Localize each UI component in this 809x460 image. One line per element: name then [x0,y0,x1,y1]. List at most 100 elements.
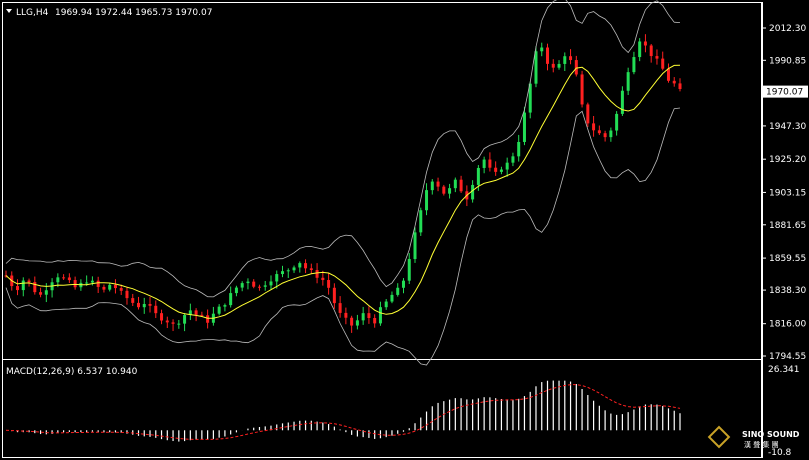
bear-candle [33,282,37,293]
bear-candle [62,277,66,279]
bear-candle [436,181,440,187]
bull-candle [517,141,521,157]
bear-candle [131,298,135,303]
bull-candle [217,306,221,314]
bear-candle [125,290,129,299]
ohlc-readout: 1969.94 1972.44 1965.73 1970.07 [55,8,212,18]
bull-candle [85,282,89,284]
bear-candle [672,80,676,84]
bear-candle [73,280,77,288]
bull-candle [557,63,561,68]
bear-candle [586,104,590,124]
bear-candle [16,286,20,291]
bear-candle [315,270,319,278]
bear-candle [165,320,169,323]
bull-candle [286,270,290,272]
macd-axis-top: 26.341 [768,365,800,375]
bull-candle [183,315,187,324]
price-tick-label: 1859.55 [769,254,806,264]
macd-axis-bottom: -10.8 [768,448,792,458]
bull-candle [240,283,244,288]
price-tick-label: 1947.30 [769,122,806,132]
bull-candle [626,72,630,91]
bear-candle [546,47,550,64]
bollinger-upper-line [5,0,681,298]
bear-candle [350,317,354,326]
bull-candle [401,280,405,288]
bull-candle [263,285,267,287]
bear-candle [649,45,653,57]
bull-candle [528,83,532,113]
current-price-label: 1970.07 [766,88,803,98]
bull-candle [246,281,250,284]
bull-candle [534,51,538,84]
bear-candle [102,286,106,290]
bear-candle [488,159,492,168]
bull-candle [229,293,233,306]
bull-candle [453,179,457,189]
bear-candle [321,277,325,281]
bull-candle [223,305,227,307]
price-pane [4,0,682,366]
bear-candle [459,179,463,192]
bear-candle [171,322,175,324]
bear-candle [257,286,261,288]
bull-candle [292,267,296,271]
bull-candle [413,232,417,260]
bear-candle [194,310,198,315]
bear-candle [661,58,665,69]
price-tick-label: 1925.20 [769,155,806,165]
bull-candle [56,277,60,283]
bull-candle [390,294,394,302]
bear-candle [373,318,377,324]
price-tick-label: 1794.55 [769,352,806,362]
bull-candle [615,113,619,131]
bear-candle [603,133,607,138]
bull-candle [90,280,94,283]
bull-candle [177,323,181,325]
bull-candle [476,167,480,185]
macd-pane [5,380,681,442]
bear-candle [113,284,117,289]
bull-candle [281,271,285,275]
bull-candle [511,156,515,163]
bear-candle [643,41,647,46]
bear-candle [136,302,140,308]
bull-candle [355,320,359,326]
logo-diamond-icon [707,425,731,449]
bear-candle [666,68,670,81]
bear-candle [597,130,601,134]
bull-candle [430,181,434,191]
price-tick-label: 1838.30 [769,286,806,296]
price-tick-label: 2012.30 [769,24,806,34]
price-tick-label: 1990.85 [769,56,806,66]
bear-candle [67,277,71,281]
price-tick-label: 1881.65 [769,221,806,231]
macd-signal-line [5,384,681,440]
bull-candle [609,130,613,138]
bear-candle [442,186,446,194]
watermark-logo: SINO SOUND 漢 聲 集 團 [707,425,800,449]
bull-candle [499,169,503,172]
bull-candle [425,190,429,211]
macd-label: MACD(12,26,9) 6.537 10.940 [6,367,138,377]
price-axis: 2012.30 1990.85 1947.30 1925.20 1903.15 1881.… [762,24,808,362]
price-tick-label: 1816.00 [769,320,806,330]
bull-candle [188,310,192,316]
bull-candle [234,287,238,294]
bear-candle [494,167,498,172]
bull-candle [620,90,624,114]
bear-candle [309,268,313,271]
bear-candle [574,60,578,75]
bear-candle [655,56,659,59]
bear-candle [160,313,164,321]
bull-candle [396,287,400,295]
bull-candle [471,184,475,200]
bull-candle [505,162,509,170]
bull-candle [384,301,388,308]
bear-candle [27,280,31,283]
triangle-down-icon[interactable] [6,9,12,13]
bull-candle [361,313,365,321]
bear-candle [96,280,100,287]
